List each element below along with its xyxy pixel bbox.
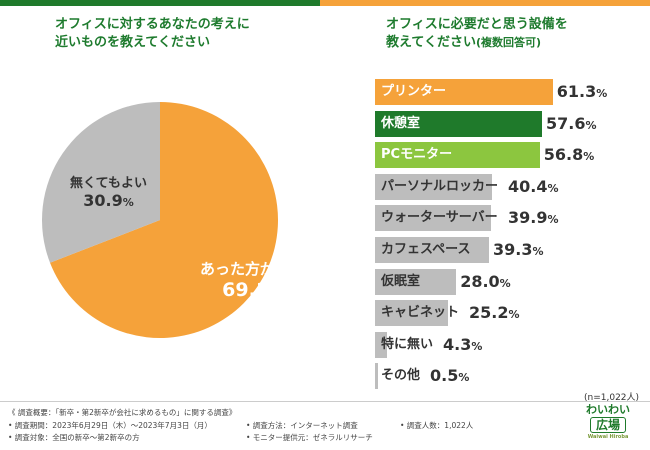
pie-label-yes: あった方がよい 69.1% <box>200 258 304 301</box>
bar-chart-title: オフィスに必要だと思う設備を 教えてください(複数回答可) <box>386 16 636 52</box>
pie-label-yes-value: 69.1% <box>200 279 304 301</box>
bar-label: パーソナルロッカー <box>381 178 499 194</box>
bar-value: 39.9% <box>508 208 559 228</box>
bar-label: ウォーターサーバー <box>381 210 498 226</box>
logo-line1: わいわい <box>586 403 630 416</box>
bar-label: キャビネット <box>381 305 460 321</box>
bar-row: 休憩室 57.6% <box>375 110 645 137</box>
bar-value: 56.8% <box>543 145 595 165</box>
bar-label: PCモニター <box>381 147 453 163</box>
bar-2 <box>375 142 540 169</box>
pie-label-none-name: 無くてもよい <box>70 176 147 191</box>
footer-period: • 調査期間：2023年6月29日（木）〜2023年7月3日（月） <box>8 421 212 430</box>
bar-chart-title-main: オフィスに必要だと思う設備を 教えてください <box>386 17 568 50</box>
pie-label-yes-number: 69.1 <box>222 279 270 301</box>
bar-value: 4.3% <box>443 334 483 354</box>
bar-4 <box>375 205 491 232</box>
bar-value: 39.3% <box>492 239 544 259</box>
bar-value: 40.4% <box>508 176 559 196</box>
bar-value: 28.0% <box>460 271 511 291</box>
bar-row: 特に無い 4.3% <box>375 331 645 358</box>
pie-label-none: 無くてもよい 30.9% <box>70 172 147 210</box>
pie-chart <box>41 102 278 338</box>
bar-chart-title-suffix: (複数回答可) <box>475 36 542 49</box>
bar-row: パーソナルロッカー 40.4% <box>375 173 645 200</box>
footer-divider <box>0 401 650 402</box>
pie-label-none-number: 30.9 <box>83 191 123 210</box>
pie-label-none-value: 30.9% <box>70 191 147 210</box>
footer-provider: • モニター提供元：ゼネラルリサーチ <box>246 433 373 442</box>
bar-row: PCモニター 56.8% <box>375 142 645 169</box>
footer-target: • 調査対象：全国の新卒〜第2新卒の方 <box>8 433 140 442</box>
bar-row: 仮眠室 28.0% <box>375 268 645 295</box>
sample-size-note: (n=1,022人) <box>584 393 640 403</box>
top-accent-green <box>0 0 320 6</box>
bar-row: プリンター 61.3% <box>375 79 645 105</box>
bar-0 <box>375 79 553 105</box>
bar-row: カフェスペース 39.3% <box>375 236 645 263</box>
bar-label: 休憩室 <box>381 115 421 131</box>
bar-7 <box>375 300 449 327</box>
pie-label-none-unit: % <box>122 196 134 209</box>
top-accent-orange <box>320 0 650 6</box>
bar-row: キャビネット 25.2% <box>375 300 645 327</box>
logo-line2: 広場 <box>590 417 626 433</box>
bar-3 <box>375 173 493 200</box>
bar-value: 61.3% <box>556 82 608 101</box>
bar-row: ウォーターサーバー 39.9% <box>375 205 645 232</box>
pie-slice-yes <box>50 102 278 338</box>
footer-method: • 調査方法：インターネット調査 <box>246 421 358 430</box>
pie-slice-none <box>41 102 160 263</box>
pie-label-yes-name: あった方がよい <box>200 260 305 278</box>
bar-9 <box>375 363 378 390</box>
bar-1 <box>375 110 543 137</box>
bar-label: プリンター <box>381 84 447 99</box>
bar-value: 0.5% <box>430 366 470 386</box>
bar-value: 25.2% <box>469 303 520 323</box>
bar-row: その他 0.5% <box>375 363 645 390</box>
bar-label: 仮眠室 <box>381 273 421 289</box>
bar-label: 特に無い <box>381 336 434 352</box>
pie-chart-title: オフィスに対するあなたの考えに 近いものを教えてください <box>55 17 250 50</box>
bar-label: その他 <box>381 368 421 384</box>
top-accent-bar <box>0 0 650 6</box>
footer-overview: 《 調査概要：「新卒・第2新卒が会社に求めるもの」に関する調査》 <box>8 408 237 417</box>
bar-value: 57.6% <box>546 113 597 133</box>
brand-logo: わいわい 広場 Waiwai Hiroba <box>578 404 638 446</box>
bar-5 <box>375 236 489 263</box>
logo-line3: Waiwai Hiroba <box>587 434 629 440</box>
footer-count: • 調査人数：1,022人 <box>400 421 474 430</box>
bar-label: カフェスペース <box>381 241 471 257</box>
bar-8 <box>375 331 388 358</box>
bar-chart: プリンター 61.3% 休憩室 57.6% PCモニター 56.8% パーソナルロッカー 40… <box>375 79 645 395</box>
pie-label-yes-unit: % <box>269 285 283 300</box>
bar-6 <box>375 268 457 295</box>
